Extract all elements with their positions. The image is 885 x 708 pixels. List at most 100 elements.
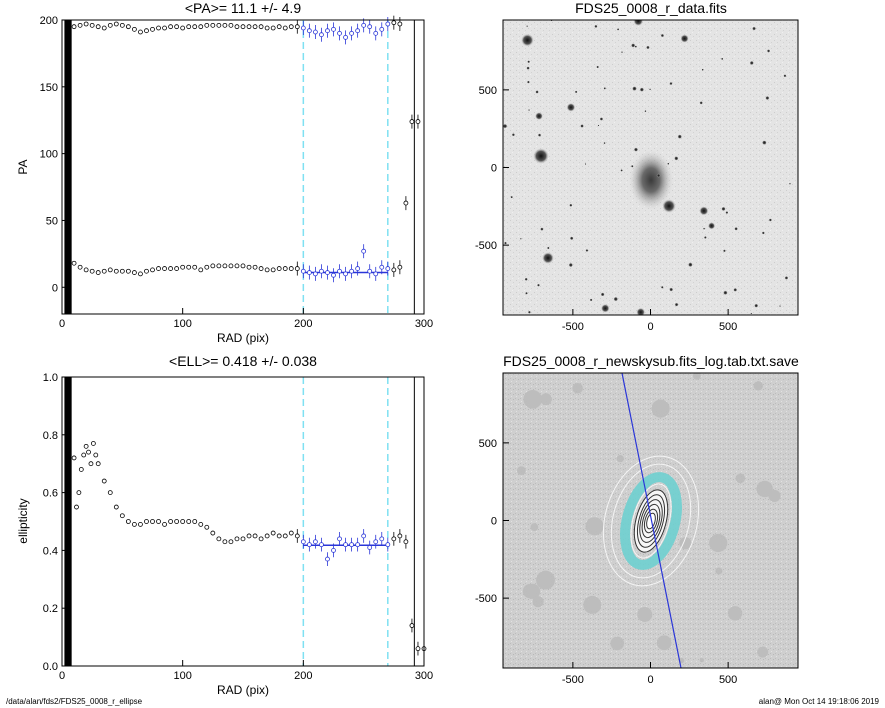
pa-plot-frame — [61, 19, 425, 315]
data-point — [240, 536, 246, 542]
star — [703, 236, 707, 239]
ell-plot-title: <ELL>= 0.418 +/- 0.038 — [169, 353, 317, 369]
star — [761, 231, 765, 235]
y-tick-label: 50 — [46, 215, 58, 227]
data-point — [415, 646, 421, 652]
data-point — [144, 268, 149, 274]
ellipticity-plot: <ELL>= 0.418 +/- 0.038 0 100 200 3000.00.20… — [16, 353, 433, 697]
data-point — [343, 34, 348, 40]
pa-y-axis-label: PA — [16, 159, 30, 174]
star — [677, 134, 683, 139]
mask — [572, 382, 583, 394]
data-point — [379, 264, 385, 270]
data-point — [180, 25, 186, 31]
pa-data-points — [71, 15, 421, 283]
data-point — [288, 24, 294, 30]
img-x-tick-label: 0 — [647, 674, 653, 686]
data-point — [306, 542, 312, 548]
data-point — [300, 25, 306, 31]
star — [656, 173, 661, 178]
star — [540, 227, 544, 231]
star — [600, 303, 610, 313]
star — [754, 303, 759, 308]
data-point — [101, 25, 107, 31]
data-point — [138, 271, 143, 277]
star — [646, 45, 650, 50]
data-point — [300, 268, 306, 274]
star — [616, 28, 620, 31]
y-tick-label: 150 — [40, 82, 58, 94]
star — [633, 20, 644, 27]
data-point — [71, 455, 77, 461]
star — [644, 110, 647, 113]
data-point — [168, 519, 174, 524]
pa-x-axis-label: RAD (pix) — [217, 331, 269, 345]
mask — [656, 635, 672, 651]
data-point — [162, 266, 167, 271]
mask — [715, 567, 723, 575]
data-point — [198, 521, 204, 527]
star — [566, 102, 576, 112]
mask — [637, 607, 653, 623]
data-point — [93, 452, 99, 458]
data-point — [228, 22, 234, 28]
star — [511, 133, 516, 137]
star — [568, 262, 573, 268]
data-point — [138, 521, 143, 527]
star — [597, 124, 600, 127]
star — [504, 241, 507, 245]
data-point — [312, 271, 318, 277]
data-point — [264, 25, 270, 31]
star — [527, 310, 531, 314]
data-point — [385, 266, 391, 271]
ell-fit-range-markers — [64, 377, 415, 666]
data-point — [222, 22, 228, 28]
data-point — [397, 264, 403, 270]
mask — [541, 581, 546, 586]
star — [749, 60, 754, 66]
data-point — [325, 556, 330, 562]
star — [600, 292, 605, 297]
data-point — [367, 545, 373, 550]
data-point — [391, 536, 397, 542]
data-image — [503, 20, 798, 315]
star — [603, 87, 607, 90]
data-point — [264, 533, 270, 539]
mask — [540, 393, 552, 406]
star — [765, 95, 770, 101]
star — [701, 68, 704, 71]
star — [603, 141, 606, 145]
data-point — [264, 267, 270, 273]
data-point — [319, 542, 324, 548]
data-point — [258, 266, 264, 271]
data-point — [88, 461, 94, 467]
data-point — [131, 26, 137, 32]
star — [660, 33, 665, 38]
data-point — [343, 542, 348, 548]
star — [613, 296, 619, 302]
data-point — [162, 521, 167, 527]
data-point — [319, 268, 324, 274]
data-point — [294, 24, 300, 30]
data-point — [89, 22, 95, 28]
bright-star — [533, 148, 549, 164]
mask — [532, 596, 544, 608]
data-point — [150, 26, 155, 32]
data-point — [162, 25, 167, 31]
ell-plot-frame — [61, 376, 425, 667]
x-tick-label: 0 — [59, 670, 65, 682]
star — [784, 276, 789, 280]
star — [768, 218, 772, 222]
star — [526, 80, 530, 84]
star — [669, 81, 673, 86]
data-point — [337, 536, 342, 542]
star — [594, 24, 598, 29]
data-point — [192, 264, 198, 270]
y-tick-label: 0.2 — [43, 603, 58, 615]
data-point — [246, 264, 252, 270]
footer-timestamp: alan@ Mon Oct 14 19:18:06 2019 — [758, 697, 879, 706]
star — [596, 65, 600, 69]
star — [783, 74, 787, 78]
star — [535, 112, 543, 121]
star — [779, 305, 781, 307]
